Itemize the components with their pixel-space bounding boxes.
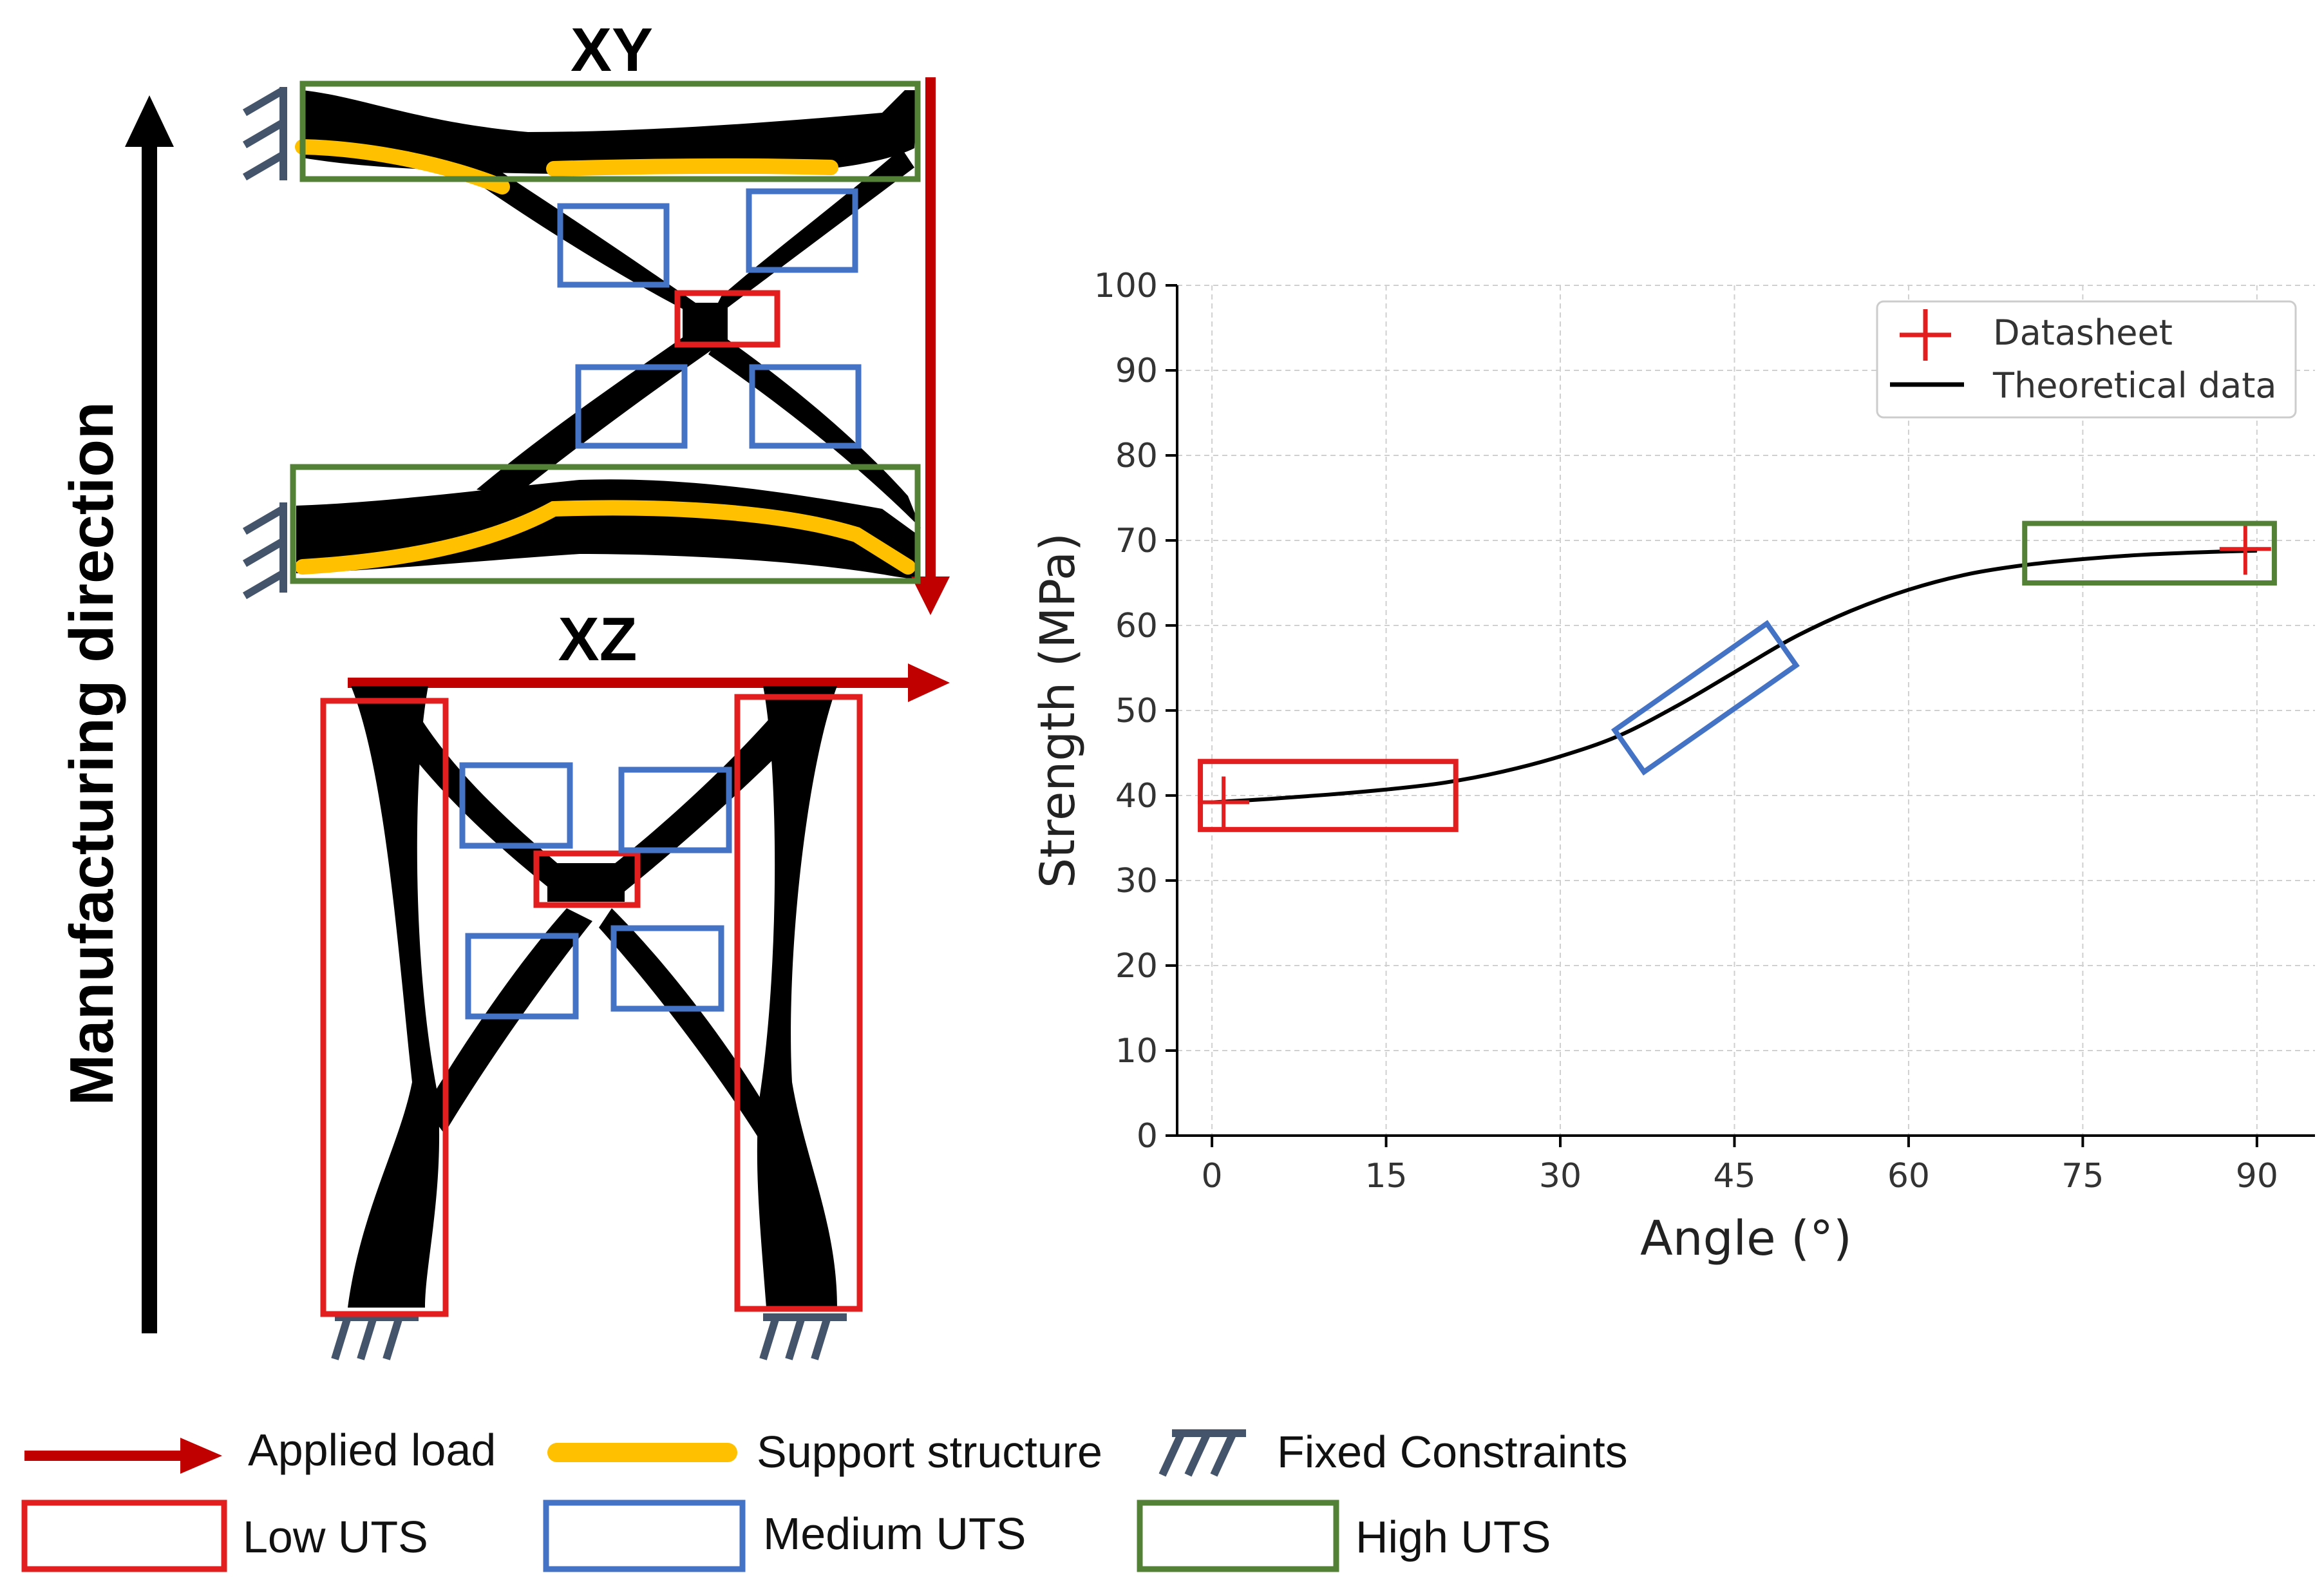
legend-support-structure-label: Support structure xyxy=(757,1427,1102,1477)
xz-medium-uts-box xyxy=(465,933,579,1020)
legend-low-uts-label: Low UTS xyxy=(243,1512,428,1562)
legend-high-uts-symbol xyxy=(1137,1500,1339,1572)
manufacturing-direction-label: Manufacturing direction xyxy=(57,401,126,1105)
xz-low-uts-box-left xyxy=(320,698,449,1317)
y-tick-label: 20 xyxy=(1115,947,1158,986)
y-axis-label: Strength (MPa) xyxy=(1030,533,1086,888)
xy-part-drawing xyxy=(295,90,921,580)
xz-title: XZ xyxy=(558,605,638,674)
chart-uts-highlight-boxes xyxy=(1198,520,2277,832)
x-tick-label: 45 xyxy=(1713,1157,1755,1196)
y-tick-label: 60 xyxy=(1115,607,1158,645)
xz-part-drawing xyxy=(348,686,837,1308)
xy-medium-uts-box xyxy=(749,364,862,449)
legend-low-uts-symbol xyxy=(21,1500,227,1572)
legend-datasheet-marker xyxy=(1900,309,1951,361)
xy-high-uts-box-bottom xyxy=(290,464,921,584)
y-tick-label: 10 xyxy=(1115,1032,1158,1071)
xy-fixed-constraint-bottom xyxy=(242,502,287,600)
x-tick-label: 15 xyxy=(1365,1157,1407,1196)
legend-high-uts-label: High UTS xyxy=(1356,1512,1551,1562)
y-tick-label: 70 xyxy=(1115,522,1158,560)
datasheet-point xyxy=(2219,523,2271,575)
x-tick-label: 90 xyxy=(2236,1157,2278,1196)
xz-medium-uts-box xyxy=(610,925,724,1012)
chart-highlight-box xyxy=(2022,520,2277,586)
legend-datasheet-label: Datasheet xyxy=(1993,312,2173,353)
x-tick-label: 60 xyxy=(1887,1157,1930,1196)
manufacturing-direction-arrow xyxy=(125,95,174,1333)
y-tick-label: 40 xyxy=(1115,777,1158,815)
chart-legend: Datasheet Theoretical data xyxy=(1876,300,2297,419)
xz-fixed-constraint-left xyxy=(331,1313,419,1360)
chart-highlight-box xyxy=(1611,620,1800,776)
y-tick-labels: 0 10 20 30 40 50 60 70 80 90 100 xyxy=(1094,267,1177,1156)
chart-highlight-box xyxy=(1198,759,1459,832)
legend-applied-load-symbol xyxy=(24,1438,222,1474)
xy-fixed-constraint-top xyxy=(242,86,287,181)
legend-theoretical-label: Theoretical data xyxy=(1992,365,2276,406)
x-tick-label: 0 xyxy=(1202,1157,1223,1196)
legend-fixed-constraints-symbol xyxy=(1158,1429,1246,1477)
xy-low-uts-box xyxy=(674,290,780,348)
xy-medium-uts-box xyxy=(557,203,670,288)
chart-legend-frame xyxy=(1876,300,2297,419)
xy-medium-uts-box xyxy=(575,364,688,449)
x-tick-label: 75 xyxy=(2061,1157,2104,1196)
y-tick-label: 90 xyxy=(1115,352,1158,390)
theoretical-data-line xyxy=(1211,548,2257,805)
xz-medium-uts-box xyxy=(459,762,573,849)
legend-applied-load-label: Applied load xyxy=(248,1425,496,1475)
xz-medium-uts-box xyxy=(618,767,732,853)
figure-legend: Applied load Support structure Fixed Con… xyxy=(21,1425,1628,1572)
xz-low-uts-box-center xyxy=(533,850,641,908)
y-tick-label: 0 xyxy=(1137,1117,1158,1156)
xy-applied-load-arrow xyxy=(911,77,950,615)
x-tick-label: 30 xyxy=(1539,1157,1582,1196)
xz-fixed-constraint-right xyxy=(759,1313,847,1360)
legend-fixed-constraints-label: Fixed Constraints xyxy=(1277,1427,1628,1477)
y-tick-label: 80 xyxy=(1115,437,1158,475)
chart-series xyxy=(1198,523,2271,828)
legend-medium-uts-label: Medium UTS xyxy=(763,1509,1026,1559)
y-tick-label: 30 xyxy=(1115,862,1158,900)
x-tick-labels: 0 15 30 45 60 75 90 xyxy=(1202,1136,2278,1196)
datasheet-point xyxy=(1198,776,1250,828)
xy-medium-uts-box xyxy=(746,188,858,273)
xy-title: XY xyxy=(571,15,653,84)
xz-low-uts-box-right xyxy=(734,694,863,1312)
legend-medium-uts-symbol xyxy=(543,1500,746,1572)
strength-vs-angle-chart: 0 15 30 45 60 75 90 0 10 20 30 40 50 60 70 80 90 100 Ang… xyxy=(1030,267,2315,1266)
y-tick-label: 100 xyxy=(1094,267,1158,305)
xy-high-uts-box-top xyxy=(299,81,921,182)
xz-applied-load-arrow xyxy=(348,663,950,702)
x-axis-label: Angle (°) xyxy=(1640,1211,1852,1266)
y-tick-label: 50 xyxy=(1115,692,1158,730)
